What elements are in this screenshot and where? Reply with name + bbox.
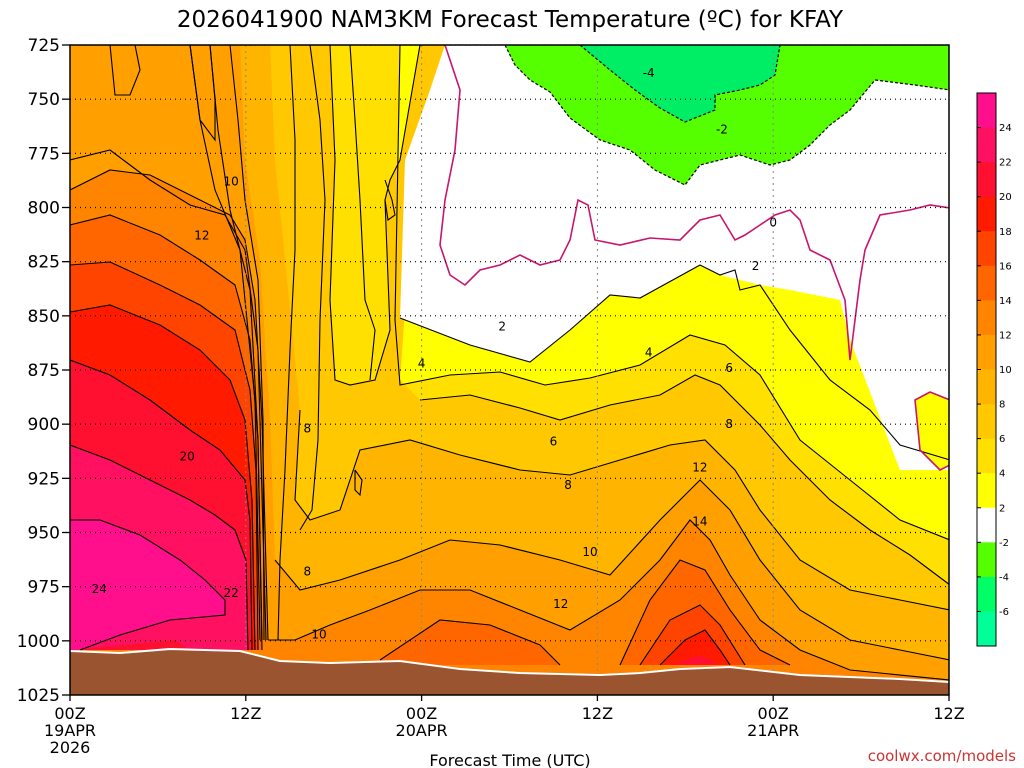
- y-tick-label-800: 800: [28, 199, 60, 219]
- contour-label-7: 6: [725, 361, 733, 375]
- colorbar-label-4: 16: [999, 261, 1012, 272]
- contour-label-15: 10: [311, 627, 326, 641]
- y-tick-label-950: 950: [28, 524, 60, 544]
- colorbar-swatch-1: [977, 127, 996, 163]
- x-tick-label-4-1: 21APR: [747, 721, 799, 740]
- colorbar-swatch-7: [977, 334, 996, 370]
- colorbar-label-13: -4: [999, 572, 1009, 583]
- colorbar-label-14: -6: [999, 607, 1009, 618]
- x-tick-label-1-0: 12Z: [230, 704, 261, 723]
- colorbar-swatch-3: [977, 196, 996, 232]
- contour-label-10: 8: [304, 422, 312, 436]
- x-tick-label-2-1: 20APR: [396, 721, 448, 740]
- colorbar-label-10: 4: [999, 469, 1005, 480]
- colorbar-label-12: -2: [999, 538, 1009, 549]
- y-axis: 725 750 775 800 825 850 875 900 925 950 975 1000 102…: [17, 36, 70, 706]
- contour-label-11: 8: [564, 478, 572, 492]
- x-tick-label-0-0: 00Z: [54, 704, 85, 723]
- colorbar-swatch-15: [977, 611, 996, 647]
- colorbar-swatch-6: [977, 300, 996, 336]
- colorbar-swatch-13: [977, 542, 996, 578]
- contour-label-0: -4: [643, 66, 655, 80]
- contour-label-20: 20: [180, 450, 195, 464]
- band-10: [70, 45, 949, 695]
- freezing-lines: [439, 45, 949, 471]
- colorbar-swatch-2: [977, 162, 996, 198]
- colorbar-label-9: 6: [999, 434, 1005, 445]
- colorbar-swatch-11: [977, 473, 996, 509]
- contour-label-16: 12: [194, 229, 209, 243]
- x-tick-label-0-1: 19APR: [44, 721, 96, 740]
- contour-label-14: 10: [582, 545, 597, 559]
- colorbar-label-1: 22: [999, 158, 1012, 169]
- y-tick-label-900: 900: [28, 415, 60, 435]
- y-tick-label-750: 750: [28, 90, 60, 110]
- y-tick-label-975: 975: [28, 578, 60, 598]
- contour-label-4: 2: [498, 320, 506, 334]
- contour-label-3: 2: [752, 259, 760, 273]
- colorbar-label-7: 10: [999, 365, 1012, 376]
- contour-label-17: 12: [692, 461, 707, 475]
- y-tick-label-825: 825: [28, 253, 60, 273]
- colorbar-swatch-9: [977, 404, 996, 440]
- colorbar-swatch-10: [977, 438, 996, 474]
- chart-title: 2026041900 NAM3KM Forecast Temperature (…: [177, 7, 844, 33]
- contour-label-9: 8: [725, 417, 733, 431]
- band-0: [400, 45, 949, 470]
- contour-label-1: -2: [716, 123, 728, 137]
- ground-surface: [70, 647, 949, 683]
- contour-label-6: 4: [645, 346, 653, 360]
- x-tick-label-5-0: 12Z: [933, 704, 964, 723]
- x-axis-label: Forecast Time (UTC): [429, 751, 590, 768]
- grid-lines: [70, 45, 949, 695]
- colorbar-label-0: 24: [999, 123, 1012, 134]
- x-tick-label-2-0: 00Z: [406, 704, 437, 723]
- contour-label-2: 0: [769, 216, 777, 230]
- y-tick-label-1025: 1025: [17, 686, 60, 706]
- colorbar: 24 22 20 18 16 14 12 10 8 6 4 2 -2 -4 -6: [976, 92, 1012, 647]
- colorbar-swatch-5: [977, 265, 996, 301]
- band-24: [70, 520, 225, 650]
- contour-label-19: 14: [692, 515, 707, 529]
- contour-label-5: 4: [418, 357, 426, 371]
- colorbar-label-6: 12: [999, 330, 1012, 341]
- colorbar-swatch-4: [977, 231, 996, 267]
- colorbar-label-3: 18: [999, 227, 1012, 238]
- contour-label-8: 6: [550, 435, 558, 449]
- y-tick-label-875: 875: [28, 361, 60, 381]
- y-tick-label-850: 850: [28, 307, 60, 327]
- colorbar-label-5: 14: [999, 296, 1012, 307]
- x-tick-label-4-0: 00Z: [758, 704, 789, 723]
- plot-area: [70, 45, 949, 695]
- contour-label-13: 10: [224, 175, 239, 189]
- contour-label-21: 22: [224, 586, 239, 600]
- colorbar-label-8: 8: [999, 400, 1005, 411]
- colorbar-swatch-8: [977, 369, 996, 405]
- colorbar-swatch-14: [977, 576, 996, 612]
- colorbar-swatch-0: [977, 93, 996, 129]
- negative-contour-lines: [504, 45, 949, 186]
- band-neg4: [580, 45, 780, 122]
- band-neg2: [505, 45, 949, 185]
- contour-label-12: 8: [304, 565, 312, 579]
- watermark: coolwx.com/models: [868, 747, 1016, 765]
- y-tick-label-1000: 1000: [17, 632, 60, 652]
- y-tick-label-925: 925: [28, 469, 60, 489]
- x-tick-label-0-2: 2026: [50, 738, 91, 757]
- contour-label-18: 12: [553, 597, 568, 611]
- contour-lines: [70, 45, 949, 681]
- x-tick-label-3-0: 12Z: [582, 704, 613, 723]
- colorbar-label-2: 20: [999, 192, 1012, 203]
- contour-label-22: 24: [92, 582, 107, 596]
- colorbar-label-11: 2: [999, 503, 1005, 514]
- colorbar-swatch-12: [977, 507, 996, 543]
- y-tick-label-775: 775: [28, 144, 60, 164]
- y-tick-label-725: 725: [28, 36, 60, 56]
